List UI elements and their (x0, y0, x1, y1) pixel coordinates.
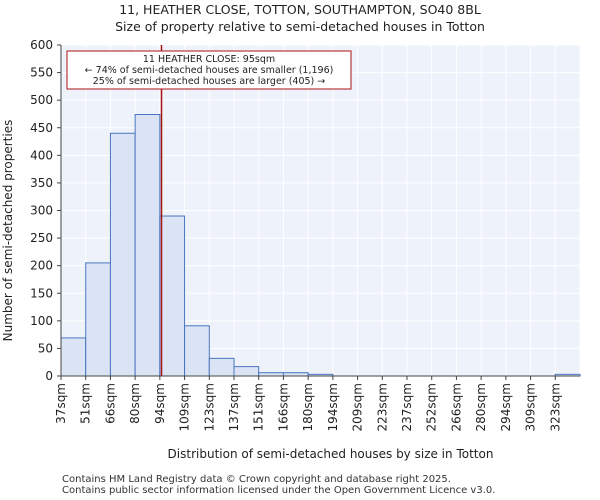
annotation-text: 11 HEATHER CLOSE: 95sqm (143, 54, 275, 65)
annotation-box (66, 50, 352, 90)
x-tick-label: 280sqm (474, 383, 488, 431)
y-tick-label: 550 (30, 66, 53, 80)
y-tick-label: 200 (30, 259, 53, 273)
x-tick-label: 266sqm (449, 383, 463, 431)
x-tick-label: 137sqm (227, 383, 241, 431)
bar (85, 262, 111, 377)
x-tick-label: 94sqm (153, 383, 167, 424)
bar (208, 357, 235, 377)
y-tick-label: 500 (30, 93, 53, 107)
x-tick-label: 323sqm (548, 383, 562, 431)
x-tick-label: 294sqm (499, 383, 513, 431)
chart-title: 11, HEATHER CLOSE, TOTTON, SOUTHAMPTON, … (119, 2, 481, 17)
y-tick-label: 450 (30, 121, 53, 135)
x-tick-label: 194sqm (326, 383, 340, 431)
bar (184, 325, 210, 377)
x-tick-label: 151sqm (252, 383, 266, 431)
x-tick-label: 123sqm (202, 383, 216, 431)
x-tick-label: 209sqm (351, 383, 365, 431)
x-tick-label: 80sqm (128, 383, 142, 424)
bar (159, 215, 186, 377)
x-tick-label: 37sqm (54, 383, 68, 424)
y-tick-label: 150 (30, 286, 53, 300)
x-tick-label: 309sqm (524, 383, 538, 431)
y-tick-label: 600 (30, 38, 53, 52)
x-tick-label: 252sqm (425, 383, 439, 431)
bar (233, 366, 260, 377)
x-tick-label: 223sqm (375, 383, 389, 431)
annotation-text: ← 74% of semi-detached houses are smalle… (85, 65, 334, 76)
y-axis-label: Number of semi-detached properties (1, 120, 15, 342)
y-tick-label: 250 (30, 231, 53, 245)
x-tick-label: 180sqm (301, 383, 315, 431)
y-tick-label: 300 (30, 204, 53, 218)
footer-copyright: Contains HM Land Registry data © Crown c… (62, 474, 451, 485)
x-tick-label: 51sqm (79, 383, 93, 424)
y-tick-label: 350 (30, 176, 53, 190)
y-tick-label: 0 (45, 369, 53, 383)
histogram-chart: 0 50 100 150 200 250 300 350 400 450 500 550 600 37sq… (1, 38, 581, 461)
chart-subtitle: Size of property relative to semi-detach… (115, 19, 485, 34)
bar (60, 337, 87, 377)
y-tick-label: 50 (38, 341, 53, 355)
y-tick-label: 100 (30, 314, 53, 328)
bar (134, 114, 161, 377)
x-tick-label: 237sqm (400, 383, 414, 431)
x-tick-label: 109sqm (178, 383, 192, 431)
bar (109, 132, 136, 377)
annotation-text: 25% of semi-detached houses are larger (… (93, 76, 326, 87)
x-axis-label: Distribution of semi-detached houses by … (168, 447, 494, 461)
x-tick-label: 66sqm (103, 383, 117, 424)
y-tick-label: 400 (30, 148, 53, 162)
x-tick-label: 166sqm (276, 383, 290, 431)
footer-licence: Contains public sector information licen… (62, 485, 496, 496)
